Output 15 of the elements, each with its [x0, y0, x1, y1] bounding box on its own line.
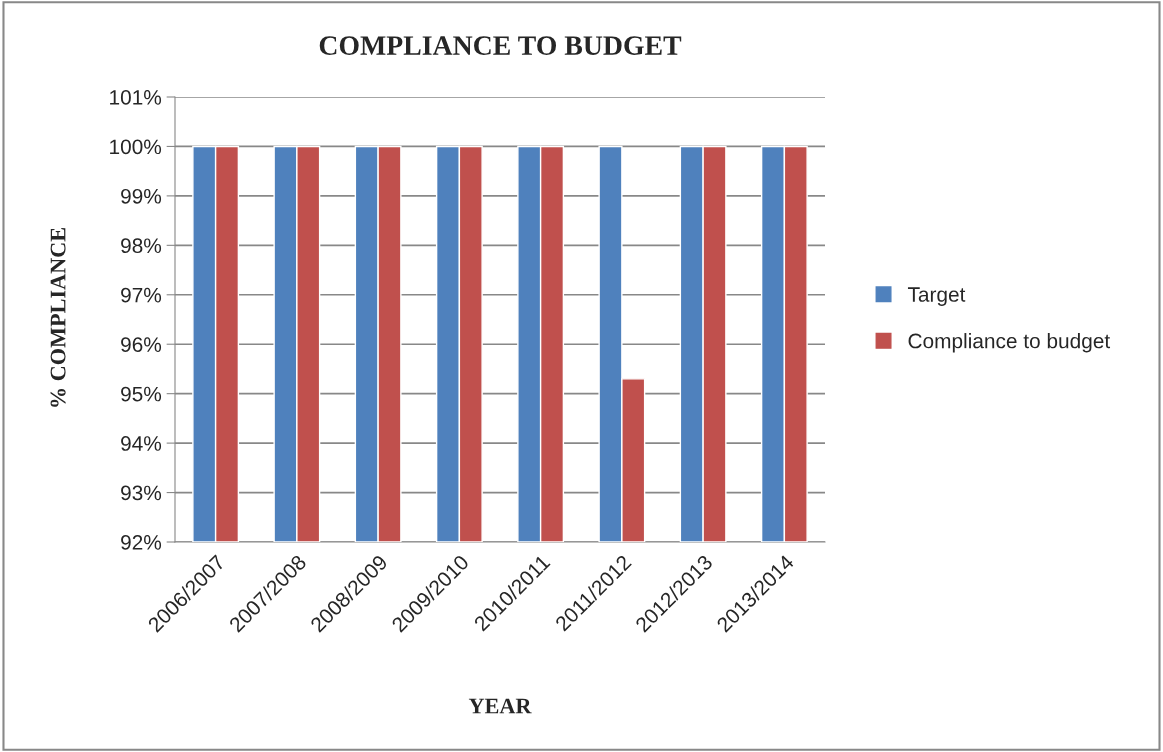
legend-label: Compliance to budget: [908, 333, 1111, 353]
y-tick-label: 93%: [121, 485, 162, 501]
chart-title: COMPLIANCE TO BUDGET: [319, 36, 682, 55]
legend-label: Target: [907, 287, 966, 306]
x-axis-title: YEAR: [468, 698, 532, 714]
y-tick-label: 101%: [110, 90, 162, 105]
y-axis-title: % COMPLIANCE: [50, 228, 66, 407]
y-tick-label: 100%: [110, 139, 162, 155]
y-tick-label: 92%: [121, 535, 162, 550]
y-tick-label: 94%: [121, 436, 162, 451]
y-tick-label: 97%: [121, 287, 162, 303]
y-tick-label: 96%: [121, 337, 162, 352]
y-tick-label: 98%: [121, 238, 162, 254]
y-tick-label: 99%: [121, 188, 162, 204]
y-tick-label: 95%: [121, 386, 162, 402]
